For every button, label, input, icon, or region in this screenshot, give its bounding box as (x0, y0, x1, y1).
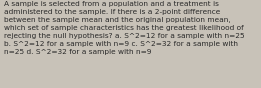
Text: A sample is selected from a population and a treatment is
administered to the sa: A sample is selected from a population a… (4, 1, 245, 55)
